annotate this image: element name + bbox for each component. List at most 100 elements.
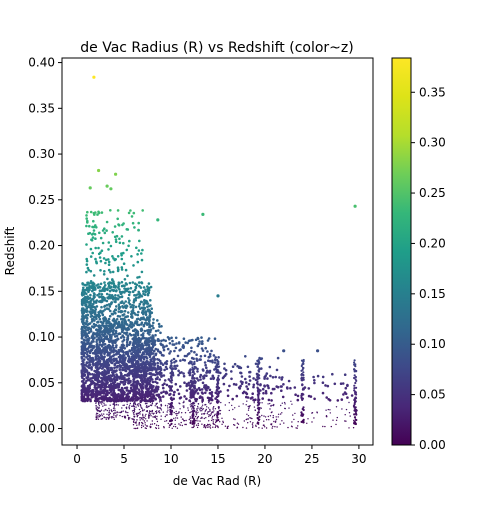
data-point xyxy=(271,427,273,429)
data-point xyxy=(132,418,134,420)
data-point xyxy=(132,264,135,267)
data-point xyxy=(101,403,103,405)
data-point xyxy=(264,426,266,428)
data-point xyxy=(150,423,152,425)
data-point xyxy=(159,396,162,399)
data-point xyxy=(133,387,137,390)
data-point xyxy=(95,378,99,382)
data-point xyxy=(173,349,176,353)
data-point xyxy=(87,354,91,358)
data-point xyxy=(190,411,192,413)
data-point xyxy=(107,248,110,251)
data-point xyxy=(93,325,96,328)
data-point xyxy=(258,389,261,392)
data-point xyxy=(132,211,136,215)
data-point xyxy=(155,427,157,429)
data-point xyxy=(170,374,173,377)
data-point xyxy=(132,333,136,337)
data-point xyxy=(269,405,272,407)
data-point xyxy=(196,367,199,371)
data-point xyxy=(93,293,96,296)
data-point xyxy=(110,387,113,391)
data-point xyxy=(114,312,117,315)
data-point xyxy=(104,360,108,363)
data-point xyxy=(183,381,186,385)
data-point xyxy=(160,409,163,411)
data-point xyxy=(136,340,139,344)
data-point xyxy=(114,410,116,412)
data-point xyxy=(204,363,207,367)
data-point xyxy=(208,355,212,358)
data-point xyxy=(124,366,128,369)
data-point xyxy=(158,427,160,429)
data-point xyxy=(154,347,158,351)
data-point xyxy=(204,346,207,350)
data-point xyxy=(191,426,193,429)
data-point xyxy=(106,362,110,366)
data-point xyxy=(154,380,157,384)
data-point xyxy=(135,320,139,324)
data-point xyxy=(127,297,130,300)
data-point xyxy=(256,413,259,416)
data-point xyxy=(116,411,118,413)
data-point xyxy=(101,289,105,292)
data-point xyxy=(302,371,305,374)
data-point xyxy=(201,368,205,371)
data-point xyxy=(147,282,151,285)
data-point xyxy=(212,426,214,428)
data-point xyxy=(265,419,268,421)
data-point xyxy=(189,391,193,395)
data-point xyxy=(197,422,199,425)
data-point xyxy=(162,338,165,342)
data-point xyxy=(245,385,248,388)
data-point xyxy=(87,281,90,285)
data-point xyxy=(124,356,127,360)
data-point xyxy=(111,371,114,374)
data-point xyxy=(271,387,275,391)
data-point xyxy=(199,407,201,409)
data-point xyxy=(127,211,131,215)
data-point xyxy=(341,408,343,410)
data-point xyxy=(128,404,131,406)
data-point xyxy=(325,415,328,417)
data-point xyxy=(355,418,358,422)
data-point xyxy=(321,381,325,385)
data-point xyxy=(188,418,190,421)
data-point xyxy=(212,419,214,421)
data-point xyxy=(141,410,144,412)
data-point xyxy=(113,416,115,419)
data-point xyxy=(353,419,355,422)
data-point xyxy=(100,293,104,296)
data-point xyxy=(125,288,128,291)
data-point xyxy=(92,376,95,379)
data-point xyxy=(81,362,85,366)
data-point xyxy=(125,340,129,344)
data-point xyxy=(87,268,90,272)
data-point xyxy=(312,375,315,379)
data-point xyxy=(224,368,228,372)
data-point xyxy=(213,410,215,412)
data-point xyxy=(109,379,112,383)
data-point xyxy=(109,412,112,415)
data-point xyxy=(201,342,204,346)
data-point xyxy=(111,270,115,274)
data-point xyxy=(189,396,192,399)
data-point xyxy=(136,276,139,279)
data-point xyxy=(165,362,168,366)
data-point xyxy=(95,416,97,418)
data-point xyxy=(313,397,316,401)
data-point xyxy=(113,406,116,408)
data-point xyxy=(114,412,117,414)
data-point xyxy=(208,352,212,356)
data-point xyxy=(148,379,151,383)
data-point xyxy=(265,372,269,375)
data-point xyxy=(205,388,208,392)
data-point xyxy=(254,409,256,411)
data-point xyxy=(140,252,143,255)
data-point xyxy=(150,348,154,351)
data-point xyxy=(152,326,155,330)
data-point xyxy=(145,352,148,356)
data-point xyxy=(139,379,143,382)
data-point xyxy=(173,411,175,414)
